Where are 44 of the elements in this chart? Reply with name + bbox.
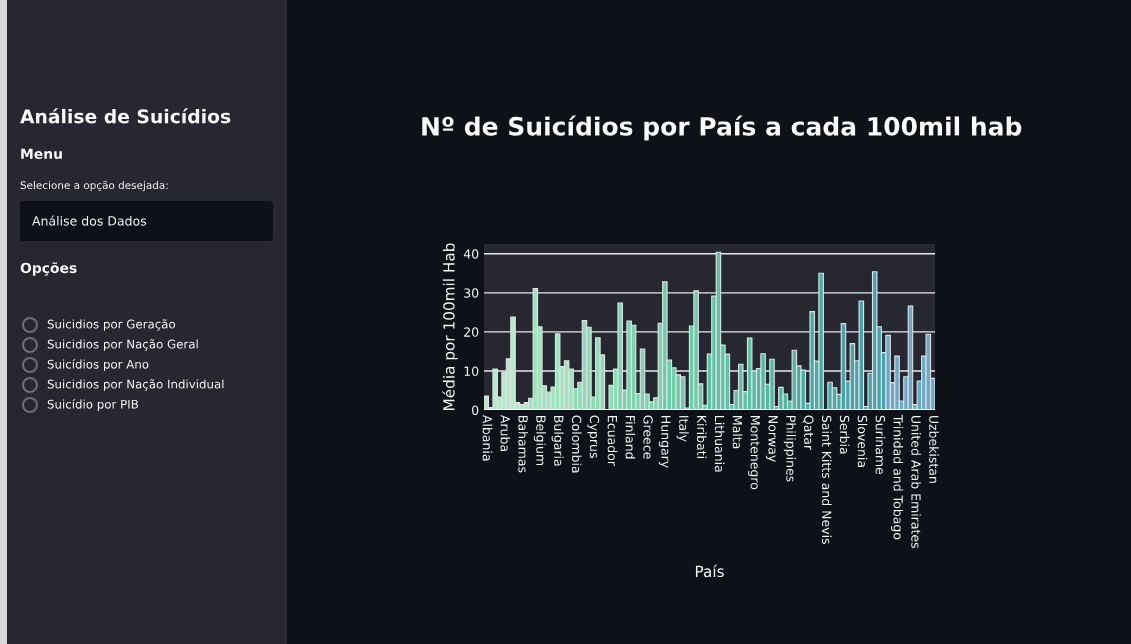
text: Suicidios por Geração <box>47 319 176 331</box>
x-tick-label: Bulgaria <box>551 416 564 466</box>
x-tick-label: United Arab Emirates <box>911 415 921 548</box>
x-tick-label: Trinidad and Tobago <box>891 414 904 540</box>
text: Opções <box>20 262 77 276</box>
text: Selecione a opção desejada: <box>20 180 168 192</box>
y-tick-label: 40 <box>463 249 479 259</box>
y-tick-label: 20 <box>464 327 479 337</box>
x-tick-label: Colombia <box>571 415 582 473</box>
y-tick-label: 10 <box>464 366 479 376</box>
x-tick-label: Cyprus <box>587 415 600 458</box>
text: Análise de Suicídios <box>20 108 231 124</box>
x-tick-label: Philippines <box>783 416 796 482</box>
text: Suicídio por PIB <box>47 399 138 411</box>
text: Menu <box>21 148 62 160</box>
y-axis-title: Média por 100mil Hab <box>442 243 458 410</box>
x-tick-label: Greece <box>643 415 653 459</box>
chart-title: Nº de Suicídios por País a cada 100mil hab <box>422 115 1022 141</box>
text: Análise dos Dados <box>32 215 147 226</box>
y-tick-label: 0 <box>472 405 479 415</box>
y-tick-label: 30 <box>464 288 479 298</box>
x-tick-label: Aruba <box>500 414 511 451</box>
x-tick-label: Qatar <box>802 415 814 451</box>
x-tick-label: Ecuador <box>607 416 618 466</box>
x-tick-label: Finland <box>625 416 636 459</box>
x-tick-label: Uzbekistan <box>929 415 939 483</box>
text: Suicidios por Nação Geral <box>47 339 198 351</box>
x-tick-label: Suriname <box>875 415 886 475</box>
text: Suicídios por Ano <box>47 359 149 371</box>
text: Suicidios por Nação Individual <box>47 379 224 391</box>
x-axis-title: País <box>695 564 724 578</box>
x-tick-label: Bahamas <box>518 416 528 473</box>
x-tick-label: Belgium <box>533 416 546 466</box>
x-tick-label: Slovenia <box>857 415 868 467</box>
x-tick-label: Kiribati <box>696 416 707 458</box>
x-tick-label: Albania <box>482 414 493 461</box>
x-tick-label: Hungary <box>658 416 671 468</box>
x-tick-label: Italy <box>676 416 689 442</box>
x-tick-label: Norway <box>765 416 778 462</box>
x-tick-label: Saint Kitts and Nevis <box>821 415 832 544</box>
x-tick-label: Montenegro <box>748 416 760 490</box>
x-tick-label: Malta <box>732 416 743 449</box>
x-tick-label: Serbia <box>839 415 850 454</box>
x-tick-label: Lithuania <box>714 416 725 472</box>
